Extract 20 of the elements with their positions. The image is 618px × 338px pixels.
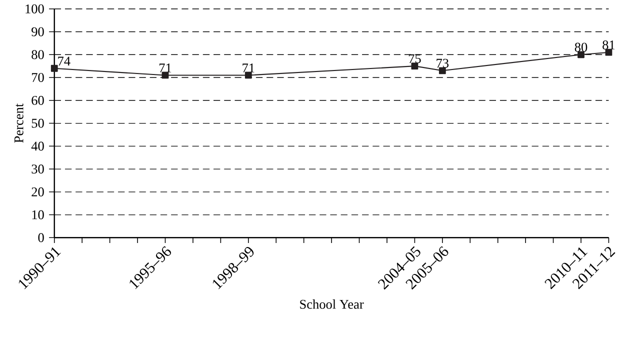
data-label: 71	[242, 64, 254, 72]
data-label: 74	[58, 56, 70, 66]
data-label: 80	[574, 42, 588, 52]
data-label: 81	[602, 40, 615, 50]
y-tick-label: 10	[32, 210, 44, 220]
point	[50, 64, 58, 72]
x-axis-title: School Year	[300, 299, 364, 309]
y-tick-label: 0	[38, 233, 44, 242]
y-tick-label: 60	[32, 96, 44, 105]
y-tick-label: 80	[32, 50, 44, 60]
y-axis-title: Percent	[14, 103, 24, 143]
y-tick-label: 100	[26, 4, 44, 14]
y-tick-label: 90	[32, 27, 44, 36]
y-tick-label: 20	[32, 187, 44, 196]
y-tick-label: 30	[32, 164, 44, 174]
data-label: 71	[159, 64, 172, 72]
y-tick-label: 70	[32, 72, 44, 82]
y-tick-label: 40	[31, 142, 44, 151]
y-tick-label: 50	[32, 118, 44, 128]
data-label: 73	[436, 58, 449, 68]
